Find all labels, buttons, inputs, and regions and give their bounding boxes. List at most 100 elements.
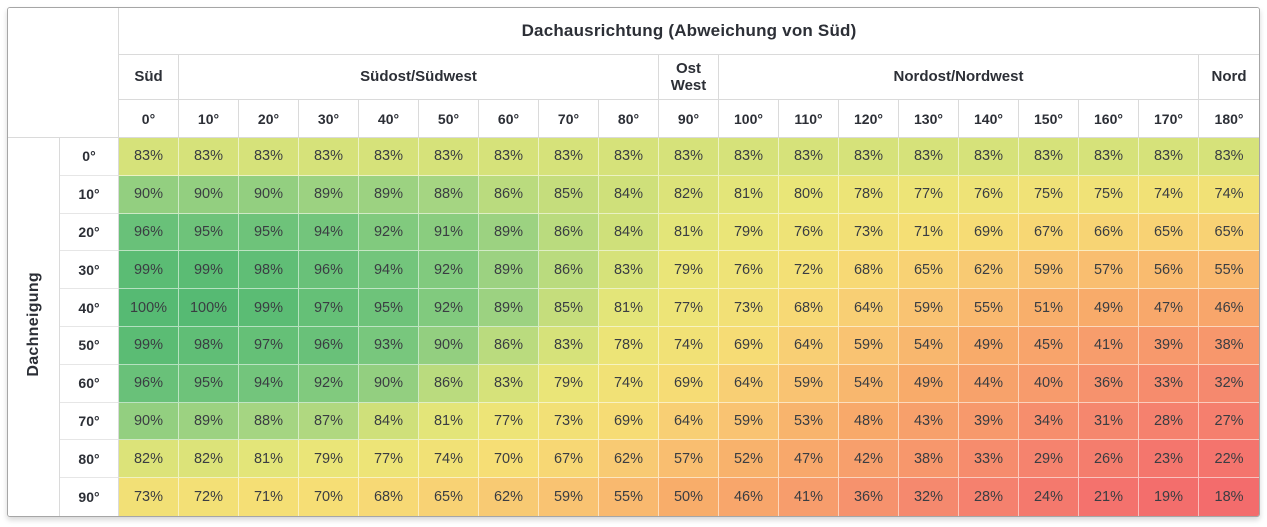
heatmap-cell: 83% — [719, 138, 779, 176]
heatmap-cell: 83% — [479, 138, 539, 176]
column-header: 160° — [1079, 100, 1139, 138]
heatmap-cell: 96% — [299, 326, 359, 365]
heatmap-cell: 39% — [1139, 326, 1199, 365]
heatmap-cell: 76% — [719, 251, 779, 290]
table-title: Dachausrichtung (Abweichung von Süd) — [119, 8, 1259, 55]
heatmap-cell: 69% — [659, 364, 719, 403]
heatmap-cell: 81% — [239, 440, 299, 479]
heatmap-cell: 59% — [1019, 251, 1079, 290]
heatmap-cell: 36% — [839, 478, 899, 516]
heatmap-cell: 29% — [1019, 440, 1079, 479]
heatmap-cell: 92% — [419, 289, 479, 327]
heatmap-cell: 73% — [539, 402, 599, 441]
row-header: 0° — [60, 138, 119, 176]
heatmap-cell: 64% — [719, 364, 779, 403]
heatmap-cell: 77% — [359, 440, 419, 479]
heatmap-cell: 68% — [779, 289, 839, 327]
corner-cell — [8, 8, 119, 138]
column-header: 40° — [359, 100, 419, 138]
heatmap-cell: 95% — [179, 364, 239, 403]
heatmap-cell: 46% — [1199, 289, 1259, 327]
heatmap-cell: 70% — [479, 440, 539, 479]
column-header: 120° — [839, 100, 899, 138]
heatmap-cell: 90% — [239, 175, 299, 214]
heatmap-cell: 83% — [539, 138, 599, 176]
heatmap-cell: 83% — [779, 138, 839, 176]
heatmap-cell: 21% — [1079, 478, 1139, 516]
heatmap-cell: 52% — [719, 440, 779, 479]
heatmap-cell: 32% — [899, 478, 959, 516]
heatmap-cell: 92% — [419, 251, 479, 290]
heatmap-cell: 85% — [539, 289, 599, 327]
column-header: 110° — [779, 100, 839, 138]
column-header: 10° — [179, 100, 239, 138]
heatmap-cell: 77% — [899, 175, 959, 214]
row-header: 90° — [60, 478, 119, 516]
heatmap-cell: 82% — [659, 175, 719, 214]
column-group-header: Süd — [119, 55, 179, 100]
row-header: 80° — [60, 440, 119, 479]
heatmap-cell: 69% — [599, 402, 659, 441]
heatmap-cell: 92% — [299, 364, 359, 403]
heatmap-cell: 85% — [539, 175, 599, 214]
heatmap-cell: 74% — [1139, 175, 1199, 214]
heatmap-cell: 51% — [1019, 289, 1079, 327]
row-header: 50° — [60, 326, 119, 365]
heatmap-cell: 48% — [839, 402, 899, 441]
heatmap-cell: 64% — [779, 326, 839, 365]
heatmap-cell: 95% — [359, 289, 419, 327]
column-header: 140° — [959, 100, 1019, 138]
heatmap-cell: 39% — [959, 402, 1019, 441]
heatmap-cell: 98% — [239, 251, 299, 290]
heatmap-cell: 90% — [119, 402, 179, 441]
heatmap-cell: 83% — [539, 326, 599, 365]
heatmap-cell: 96% — [119, 364, 179, 403]
heatmap-cell: 56% — [1139, 251, 1199, 290]
heatmap-cell: 73% — [119, 478, 179, 516]
heatmap-cell: 49% — [899, 364, 959, 403]
heatmap-cell: 83% — [839, 138, 899, 176]
heatmap-cell: 79% — [539, 364, 599, 403]
heatmap-cell: 55% — [959, 289, 1019, 327]
heatmap-cell: 26% — [1079, 440, 1139, 479]
heatmap-cell: 95% — [179, 213, 239, 252]
heatmap-cell: 98% — [179, 326, 239, 365]
heatmap-cell: 83% — [899, 138, 959, 176]
heatmap-cell: 83% — [239, 138, 299, 176]
heatmap-cell: 73% — [839, 213, 899, 252]
heatmap-cell: 74% — [419, 440, 479, 479]
heatmap-cell: 97% — [299, 289, 359, 327]
heatmap-cell: 82% — [119, 440, 179, 479]
heatmap-cell: 59% — [719, 402, 779, 441]
heatmap-table: Dachausrichtung (Abweichung von Süd) Süd S… — [8, 8, 1259, 516]
heatmap-cell: 93% — [359, 326, 419, 365]
heatmap-cell: 53% — [779, 402, 839, 441]
heatmap-cell: 94% — [299, 213, 359, 252]
heatmap-cell: 57% — [1079, 251, 1139, 290]
heatmap-cell: 100% — [179, 289, 239, 327]
heatmap-cell: 32% — [1199, 364, 1259, 403]
heatmap-cell: 31% — [1079, 402, 1139, 441]
heatmap-cell: 90% — [179, 175, 239, 214]
heatmap-cell: 75% — [1019, 175, 1079, 214]
heatmap-cell: 65% — [419, 478, 479, 516]
heatmap-cell: 64% — [839, 289, 899, 327]
column-header: 100° — [719, 100, 779, 138]
heatmap-cell: 44% — [959, 364, 1019, 403]
heatmap-cell: 84% — [599, 175, 659, 214]
heatmap-cell: 82% — [179, 440, 239, 479]
heatmap-cell: 59% — [899, 289, 959, 327]
heatmap-cell: 59% — [779, 364, 839, 403]
heatmap-cell: 33% — [959, 440, 1019, 479]
heatmap-cell: 81% — [599, 289, 659, 327]
heatmap-cell: 71% — [239, 478, 299, 516]
heatmap-cell: 43% — [899, 402, 959, 441]
heatmap-cell: 67% — [539, 440, 599, 479]
heatmap-cell: 78% — [599, 326, 659, 365]
heatmap-cell: 68% — [359, 478, 419, 516]
column-header: 70° — [539, 100, 599, 138]
heatmap-cell: 84% — [359, 402, 419, 441]
heatmap-cell: 41% — [1079, 326, 1139, 365]
heatmap-cell: 83% — [599, 138, 659, 176]
heatmap-cell: 89% — [359, 175, 419, 214]
